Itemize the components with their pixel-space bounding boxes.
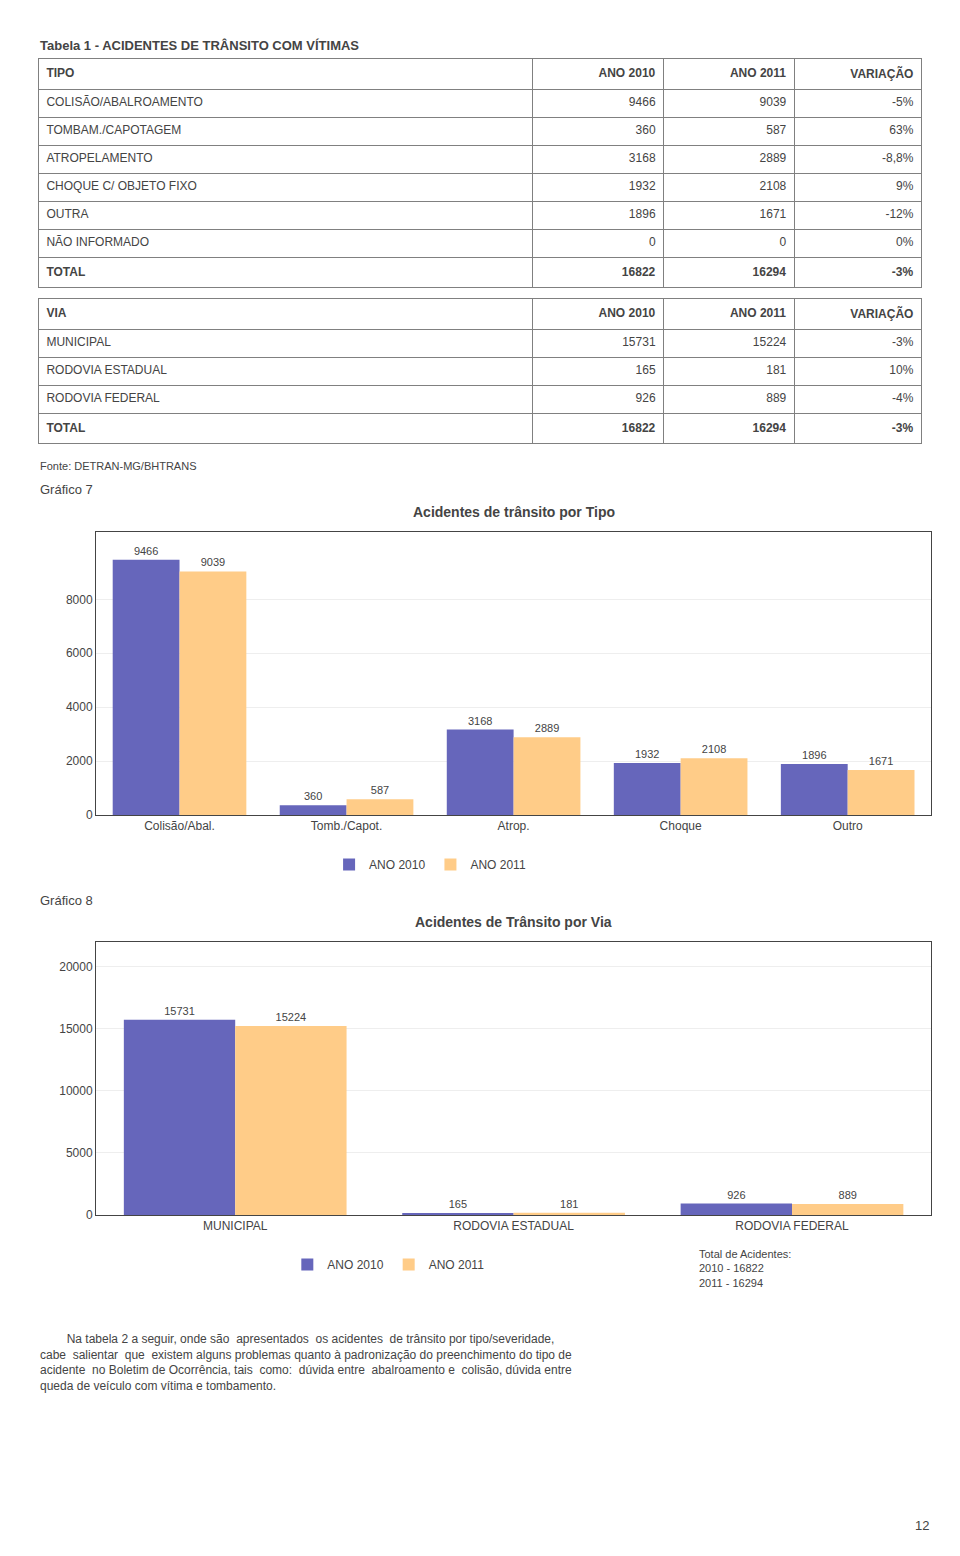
svg-text:Choque: Choque: [660, 819, 702, 833]
svg-text:2108: 2108: [702, 743, 726, 755]
svg-text:Fonte: DETRAN-MG/BHTRANS: Fonte: DETRAN-MG/BHTRANS: [40, 460, 196, 472]
svg-text:Gráfico 7: Gráfico 7: [40, 482, 93, 497]
svg-text:360: 360: [636, 123, 656, 137]
svg-text:ANO 2010: ANO 2010: [599, 66, 656, 80]
svg-text:16822: 16822: [622, 421, 656, 435]
svg-text:Total de Acidentes:2010 - 1682: Total de Acidentes:2010 - 168222011 - 16…: [699, 1248, 791, 1289]
svg-text:RODOVIA ESTADUAL: RODOVIA ESTADUAL: [453, 1219, 574, 1233]
svg-text:889: 889: [766, 391, 786, 405]
svg-text:926: 926: [636, 391, 656, 405]
svg-text:10000: 10000: [59, 1084, 93, 1098]
svg-text:0: 0: [86, 808, 93, 822]
svg-text:Tabela 1 - ACIDENTES DE TRÂNSI: Tabela 1 - ACIDENTES DE TRÂNSITO COM VÍT…: [40, 38, 359, 53]
svg-text:587: 587: [766, 123, 786, 137]
svg-text:5000: 5000: [66, 1146, 93, 1160]
svg-text:15000: 15000: [59, 1022, 93, 1036]
svg-text:1896: 1896: [802, 749, 826, 761]
svg-text:TOMBAM./CAPOTAGEM: TOMBAM./CAPOTAGEM: [46, 123, 181, 137]
svg-text:-4%: -4%: [892, 391, 914, 405]
svg-text:NÃO INFORMADO: NÃO INFORMADO: [46, 235, 149, 249]
svg-text:Tomb./Capot.: Tomb./Capot.: [311, 819, 382, 833]
svg-text:VARIAÇÃO: VARIAÇÃO: [850, 66, 913, 81]
svg-text:16822: 16822: [622, 265, 656, 279]
svg-text:VARIAÇÃO: VARIAÇÃO: [850, 306, 913, 321]
svg-text:Na tabela 2 a seguir, onde são: Na tabela 2 a seguir, onde são apresenta…: [40, 1332, 572, 1393]
svg-text:Acidentes de Trânsito por Via: Acidentes de Trânsito por Via: [415, 914, 612, 930]
svg-text:63%: 63%: [889, 123, 913, 137]
svg-text:Acidentes de trânsito por Tipo: Acidentes de trânsito por Tipo: [413, 504, 615, 520]
svg-text:587: 587: [371, 784, 389, 796]
svg-text:10%: 10%: [889, 363, 913, 377]
svg-text:15731: 15731: [622, 335, 656, 349]
svg-text:9466: 9466: [629, 95, 656, 109]
svg-text:MUNICIPAL: MUNICIPAL: [46, 335, 111, 349]
svg-text:6000: 6000: [66, 646, 93, 660]
svg-text:1671: 1671: [760, 207, 787, 221]
svg-text:9466: 9466: [134, 545, 158, 557]
svg-text:Outro: Outro: [833, 819, 863, 833]
svg-text:ANO 2011: ANO 2011: [730, 66, 786, 80]
svg-text:360: 360: [304, 790, 322, 802]
svg-text:RODOVIA FEDERAL: RODOVIA FEDERAL: [46, 391, 160, 405]
svg-text:0: 0: [649, 235, 656, 249]
svg-text:1932: 1932: [629, 179, 656, 193]
svg-text:8000: 8000: [66, 593, 93, 607]
svg-text:2000: 2000: [66, 754, 93, 768]
svg-text:Gráfico 8: Gráfico 8: [40, 893, 93, 908]
svg-text:RODOVIA FEDERAL: RODOVIA FEDERAL: [735, 1219, 849, 1233]
svg-text:165: 165: [636, 363, 656, 377]
svg-text:12: 12: [915, 1518, 929, 1533]
svg-text:165: 165: [449, 1198, 467, 1210]
svg-text:4000: 4000: [66, 700, 93, 714]
svg-text:2889: 2889: [760, 151, 787, 165]
svg-text:181: 181: [766, 363, 786, 377]
svg-text:TIPO: TIPO: [46, 66, 74, 80]
svg-text:9039: 9039: [760, 95, 787, 109]
svg-text:TOTAL: TOTAL: [46, 421, 85, 435]
svg-text:MUNICIPAL: MUNICIPAL: [203, 1219, 268, 1233]
svg-text:2108: 2108: [760, 179, 787, 193]
svg-text:20000: 20000: [59, 960, 93, 974]
svg-text:-3%: -3%: [892, 265, 914, 279]
svg-text:COLISÃO/ABALROAMENTO: COLISÃO/ABALROAMENTO: [46, 95, 203, 109]
svg-text:15731: 15731: [164, 1005, 195, 1017]
svg-text:ANO 2010: ANO 2010: [369, 858, 425, 872]
svg-text:16294: 16294: [753, 265, 787, 279]
svg-text:0%: 0%: [896, 235, 914, 249]
svg-text:-5%: -5%: [892, 95, 914, 109]
svg-text:0: 0: [86, 1208, 93, 1222]
svg-text:2889: 2889: [535, 722, 559, 734]
svg-text:ANO 2011: ANO 2011: [470, 858, 525, 872]
svg-text:ANO 2011: ANO 2011: [429, 1258, 484, 1272]
svg-text:1896: 1896: [629, 207, 656, 221]
svg-text:ATROPELAMENTO: ATROPELAMENTO: [46, 151, 152, 165]
svg-text:3168: 3168: [629, 151, 656, 165]
svg-text:15224: 15224: [276, 1011, 307, 1023]
svg-text:RODOVIA ESTADUAL: RODOVIA ESTADUAL: [46, 363, 167, 377]
svg-text:OUTRA: OUTRA: [46, 207, 88, 221]
svg-text:889: 889: [839, 1189, 857, 1201]
svg-text:-3%: -3%: [892, 335, 914, 349]
svg-text:ANO 2010: ANO 2010: [327, 1258, 383, 1272]
svg-text:TOTAL: TOTAL: [46, 265, 85, 279]
svg-text:CHOQUE C/ OBJETO FIXO: CHOQUE C/ OBJETO FIXO: [46, 179, 196, 193]
svg-text:9%: 9%: [896, 179, 914, 193]
svg-text:-3%: -3%: [892, 421, 914, 435]
svg-text:Colisão/Abal.: Colisão/Abal.: [144, 819, 215, 833]
svg-text:3168: 3168: [468, 715, 492, 727]
svg-text:-8,8%: -8,8%: [882, 151, 914, 165]
svg-text:181: 181: [560, 1198, 578, 1210]
svg-text:926: 926: [727, 1189, 745, 1201]
svg-text:16294: 16294: [753, 421, 787, 435]
svg-text:ANO 2011: ANO 2011: [730, 306, 786, 320]
svg-text:9039: 9039: [201, 556, 225, 568]
svg-text:1932: 1932: [635, 748, 659, 760]
svg-text:ANO 2010: ANO 2010: [599, 306, 656, 320]
svg-text:0: 0: [780, 235, 787, 249]
svg-text:Atrop.: Atrop.: [498, 819, 530, 833]
svg-text:1671: 1671: [869, 755, 893, 767]
svg-text:15224: 15224: [753, 335, 787, 349]
svg-text:-12%: -12%: [885, 207, 913, 221]
svg-text:VIA: VIA: [46, 306, 66, 320]
